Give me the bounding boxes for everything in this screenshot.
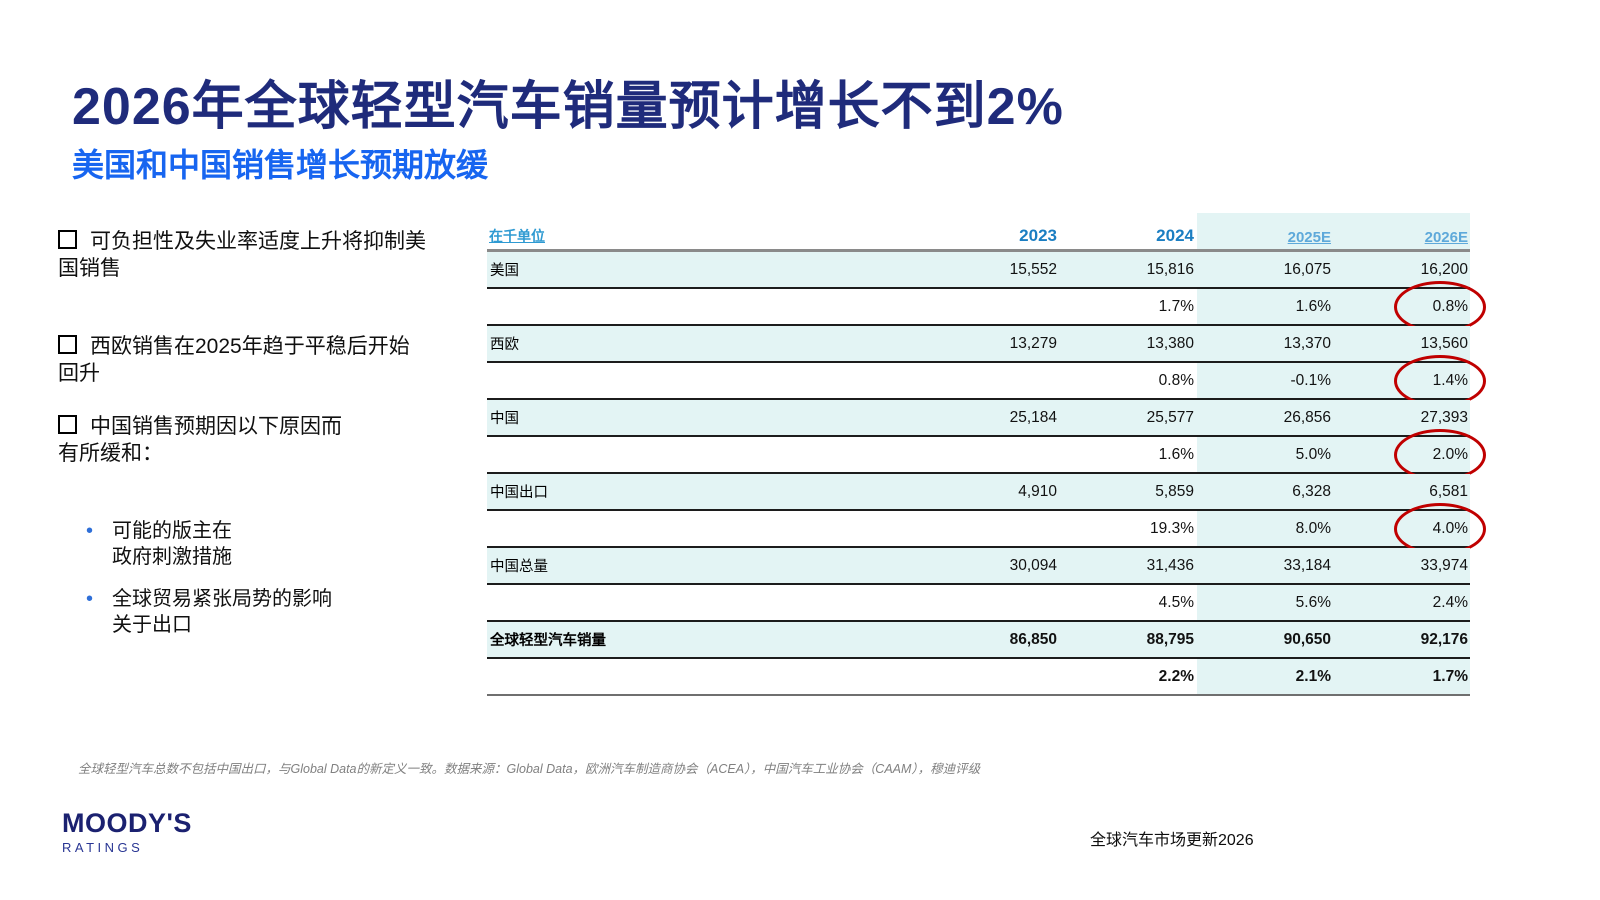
- sales-forecast-table: 在千单位 2023 2024 2025E 2026E 美国 15,552 15,816 16,0…: [487, 213, 1486, 696]
- sub-bullet-list: • 可能的版主在 政府刺激措施 • 全球贸易紧张局势的影响 关于出口: [58, 518, 440, 638]
- value-cell: 26,856: [1283, 408, 1331, 426]
- square-bullet-icon: [58, 230, 77, 249]
- value-cell: 33,184: [1283, 556, 1331, 574]
- growth-cell: -0.1%: [1290, 371, 1332, 389]
- value-cell: 6,328: [1292, 482, 1331, 500]
- growth-cell: 5.0%: [1295, 445, 1331, 463]
- square-bullet-icon: [58, 334, 77, 354]
- estimate-highlight-band: [1197, 213, 1470, 696]
- dot-bullet-icon: •: [86, 587, 94, 610]
- value-cell: 88,795: [1146, 630, 1194, 648]
- sub-bullet-text: 可能的版主在 政府刺激措施: [112, 519, 232, 568]
- square-bullet-icon: [58, 415, 77, 435]
- growth-cell: 2.4%: [1432, 593, 1468, 611]
- page-title: 2026年全球轻型汽车销量预计增长不到2%: [72, 78, 1064, 136]
- bullet-list: 可负担性及失业率适度上升将抑制美 国销售 西欧销售在2025年趋于平稳后开始 回升…: [58, 228, 440, 654]
- sub-bullet-text: 全球贸易紧张局势的影响 关于出口: [112, 587, 332, 636]
- growth-cell: 2.2%: [1158, 667, 1194, 685]
- sub-bullet-item: • 全球贸易紧张局势的影响 关于出口: [86, 586, 440, 638]
- growth-cell: 1.7%: [1432, 667, 1468, 685]
- bullet-text: 西欧销售在2025年趋于平稳后开始 回升: [58, 334, 410, 385]
- growth-cell: 1.7%: [1158, 297, 1194, 315]
- value-cell: 33,974: [1420, 556, 1468, 574]
- row-label: 美国: [490, 263, 519, 279]
- column-header-2024: 2024: [1156, 226, 1194, 245]
- growth-cell: 2.0%: [1333, 428, 1486, 481]
- bullet-item: 西欧销售在2025年趋于平稳后开始 回升: [58, 333, 440, 388]
- row-label: 中国出口: [490, 485, 548, 501]
- table-header-row: 在千单位 2023 2024 2025E 2026E: [487, 213, 1470, 252]
- value-cell: 4,910: [1018, 482, 1057, 500]
- growth-cell: 0.8%: [1158, 371, 1194, 389]
- value-cell: 6,581: [1429, 482, 1468, 500]
- table-row: 西欧 13,279 13,380 13,370 13,560: [487, 326, 1470, 363]
- growth-cell: 4.0%: [1333, 502, 1486, 555]
- value-cell: 15,552: [1009, 260, 1057, 278]
- value-cell: 15,816: [1146, 260, 1194, 278]
- value-cell: 13,380: [1146, 334, 1194, 352]
- growth-cell: 1.4%: [1333, 354, 1486, 407]
- sub-bullet-item: • 可能的版主在 政府刺激措施: [86, 518, 440, 570]
- growth-row: 1.6% 5.0% 2.0%: [487, 428, 1486, 481]
- growth-row: 0.8% -0.1% 1.4%: [487, 354, 1486, 407]
- value-cell: 31,436: [1146, 556, 1194, 574]
- growth-row: 2.2% 2.1% 1.7%: [487, 659, 1470, 696]
- growth-cell: 0.8%: [1333, 280, 1486, 333]
- value-cell: 5,859: [1155, 482, 1194, 500]
- row-label: 西欧: [490, 337, 519, 353]
- value-cell: 13,279: [1009, 334, 1057, 352]
- column-header-2025e: 2025E: [1287, 229, 1331, 246]
- value-cell: 86,850: [1009, 630, 1057, 648]
- red-circle-annotation: [1394, 354, 1486, 407]
- value-cell: 16,200: [1420, 260, 1468, 278]
- unit-label: 在千单位: [489, 228, 545, 244]
- value-cell: 13,560: [1420, 334, 1468, 352]
- growth-cell: 19.3%: [1150, 519, 1194, 537]
- value-cell: 25,184: [1009, 408, 1057, 426]
- red-circle-annotation: [1394, 428, 1486, 481]
- growth-row: 1.7% 1.6% 0.8%: [487, 280, 1486, 333]
- value-cell: 30,094: [1009, 556, 1057, 574]
- logo-wordmark: MOODY'S: [62, 808, 192, 838]
- page-subtitle: 美国和中国销售增长预期放缓: [72, 147, 489, 183]
- bullet-text: 中国销售预期因以下原因而 有所缓和：: [58, 415, 342, 466]
- growth-cell: 1.6%: [1295, 297, 1331, 315]
- bullet-text: 可负担性及失业率适度上升将抑制美 国销售: [58, 230, 426, 281]
- growth-cell: 5.6%: [1295, 593, 1331, 611]
- logo-ratings-label: RATINGS: [62, 840, 144, 855]
- growth-cell: 8.0%: [1295, 519, 1331, 537]
- column-header-2026e: 2026E: [1424, 229, 1468, 246]
- value-cell: 25,577: [1146, 408, 1194, 426]
- table-row: 中国出口 4,910 5,859 6,328 6,581: [487, 474, 1470, 511]
- growth-cell: 2.1%: [1295, 667, 1331, 685]
- footer-report-title: 全球汽车市场更新2026: [1090, 832, 1254, 849]
- value-cell: 16,075: [1283, 260, 1331, 278]
- value-cell: 92,176: [1420, 630, 1468, 648]
- value-cell: 13,370: [1283, 334, 1331, 352]
- row-label: 中国: [490, 411, 519, 427]
- table-row: 中国总量 30,094 31,436 33,184 33,974: [487, 548, 1470, 585]
- moodys-logo: MOODY'S RATINGS: [62, 808, 192, 855]
- growth-cell: 4.5%: [1158, 593, 1194, 611]
- bullet-item: 可负担性及失业率适度上升将抑制美 国销售: [58, 228, 440, 283]
- red-circle-annotation: [1394, 280, 1486, 333]
- bullet-item: 中国销售预期因以下原因而 有所缓和：: [58, 413, 440, 468]
- row-label: 全球轻型汽车销量: [490, 633, 606, 649]
- table-row: 中国 25,184 25,577 26,856 27,393: [487, 400, 1470, 437]
- growth-row: 19.3% 8.0% 4.0%: [487, 502, 1486, 555]
- column-header-2023: 2023: [1019, 226, 1057, 245]
- value-cell: 90,650: [1283, 630, 1331, 648]
- value-cell: 27,393: [1420, 408, 1468, 426]
- red-circle-annotation: [1394, 502, 1486, 555]
- table-row: 美国 15,552 15,816 16,075 16,200: [487, 252, 1470, 289]
- table-row: 全球轻型汽车销量 86,850 88,795 90,650 92,176: [487, 622, 1470, 659]
- dot-bullet-icon: •: [86, 519, 94, 542]
- row-label: 中国总量: [490, 559, 548, 575]
- growth-row: 4.5% 5.6% 2.4%: [487, 585, 1470, 622]
- footnote: 全球轻型汽车总数不包括中国出口，与Global Data的新定义一致。数据来源：…: [78, 762, 981, 776]
- growth-cell: 1.6%: [1158, 445, 1194, 463]
